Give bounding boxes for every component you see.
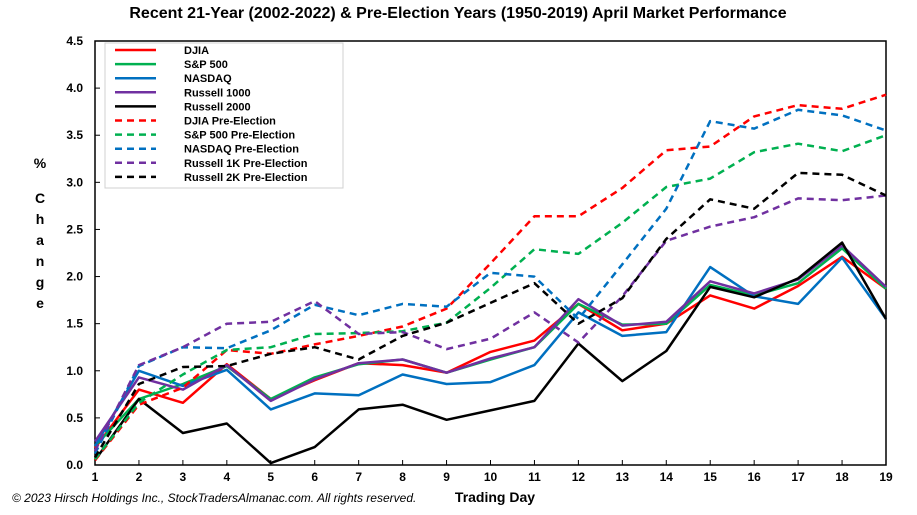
series-line-russell-2000 (93, 241, 888, 465)
y-axis: 0.0 0.5 1.0 1.5 2.0 2.5 3.0 3.5 4.0 4.5 (66, 34, 100, 472)
chart-title: Recent 21-Year (2002-2022) & Pre-Electio… (129, 5, 786, 22)
x-tick-label: 15 (704, 470, 718, 484)
series-line-djia (94, 255, 887, 449)
x-tick-label: 7 (355, 470, 362, 484)
series-line-s-p-500-pre-election (94, 134, 887, 461)
y-axis-label-char: h (36, 211, 45, 227)
y-axis-label-char: e (36, 295, 44, 311)
x-tick-label: 8 (399, 470, 406, 484)
x-tick-label: 16 (747, 470, 761, 484)
x-tick-label: 1 (92, 470, 99, 484)
legend-label: Russell 2000 (184, 101, 251, 113)
x-tick-label: 10 (484, 470, 498, 484)
legend-label: S&P 500 (184, 59, 228, 71)
y-axis-label-char: g (36, 274, 45, 290)
x-tick-label: 18 (835, 470, 849, 484)
y-axis-label-char: C (35, 190, 45, 206)
x-tick-label: 17 (791, 470, 805, 484)
legend-label: Russell 1000 (184, 87, 251, 99)
y-axis-label-char: n (36, 253, 45, 269)
x-tick-label: 4 (223, 470, 230, 484)
x-tick-label: 3 (180, 470, 187, 484)
y-axis-label-char: % (34, 155, 47, 171)
x-tick-label: 9 (443, 470, 450, 484)
y-tick-label: 1.0 (66, 364, 83, 378)
x-tick-label: 2 (136, 470, 143, 484)
y-tick-label: 2.5 (66, 222, 83, 236)
y-tick-label: 0.5 (66, 411, 83, 425)
y-tick-label: 4.0 (66, 81, 83, 95)
series-line-russell-1k-pre-election (93, 194, 887, 452)
x-axis: 1 2 3 4 5 6 7 8 9 10 11 12 13 14 15 16 17 18 19 (92, 460, 893, 484)
x-tick-label: 6 (311, 470, 318, 484)
series-line-russell-2k-pre-election (93, 171, 887, 459)
y-tick-label: 0.0 (66, 458, 83, 472)
legend-label: S&P 500 Pre-Election (184, 130, 295, 142)
legend-label: DJIA Pre-Election (184, 116, 276, 128)
series-line-nasdaq-pre-election (93, 108, 887, 455)
legend-label: Russell 1K Pre-Election (184, 158, 308, 170)
x-tick-label: 5 (267, 470, 274, 484)
y-tick-label: 1.5 (66, 317, 83, 331)
series-line-s-p-500 (94, 247, 887, 448)
series-line-djia-pre-election (94, 93, 887, 462)
copyright-notice: © 2023 Hirsch Holdings Inc., StockTrader… (12, 491, 416, 505)
x-tick-label: 14 (660, 470, 674, 484)
y-tick-label: 2.0 (66, 270, 83, 284)
x-tick-label: 19 (879, 470, 893, 484)
legend-label: DJIA (184, 45, 209, 57)
y-tick-label: 3.0 (66, 175, 83, 189)
legend: DJIA S&P 500 NASDAQ Russell 1000 Russell 200… (104, 42, 344, 189)
legend-label: Russell 2K Pre-Election (184, 172, 308, 184)
x-tick-label: 12 (572, 470, 586, 484)
x-tick-label: 13 (616, 470, 630, 484)
series-line-russell-1000 (93, 244, 887, 443)
x-tick-label: 11 (528, 470, 541, 484)
legend-label: NASDAQ Pre-Election (184, 144, 299, 156)
x-axis-label: Trading Day (455, 489, 535, 505)
y-axis-label-char: a (36, 232, 44, 248)
legend-label: NASDAQ (184, 73, 232, 85)
y-tick-label: 4.5 (66, 34, 83, 48)
y-tick-label: 3.5 (66, 128, 83, 142)
series-layer (93, 93, 888, 465)
